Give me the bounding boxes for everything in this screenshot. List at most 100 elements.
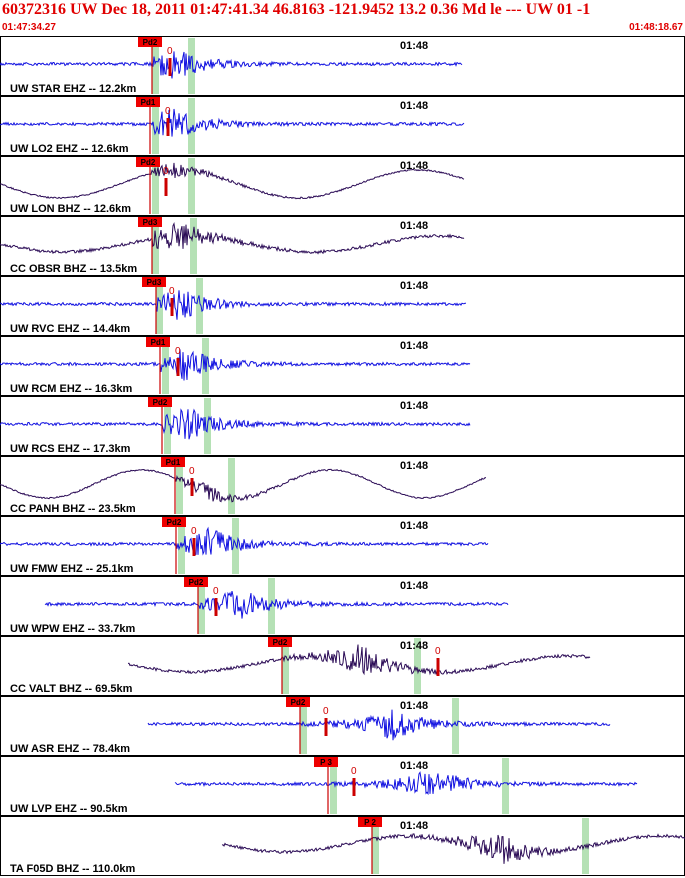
time-tick-label: 01:48 [400,220,428,232]
time-tick-label: 01:48 [400,280,428,292]
pick-box [146,337,170,347]
pick-box [136,97,160,107]
s-window-band [228,458,235,514]
p-window-band [300,698,307,754]
amplitude-label: 0 [323,706,329,717]
waveform-trace [0,349,471,381]
waveform-trace [221,833,685,864]
s-window-band [414,638,421,694]
pick-box [358,817,382,827]
waveform-trace [0,162,465,200]
s-window-band [190,218,197,274]
time-tick-label: 01:48 [400,460,428,472]
p-window-band [198,578,205,634]
p-window-band [330,758,337,814]
time-tick-label: 01:48 [400,700,428,712]
time-tick-label: 01:48 [400,160,428,172]
pick-label: Pd3 [147,278,162,287]
pick-label: P 3 [320,758,332,767]
pick-label: Pd2 [141,158,156,167]
s-window-band [188,38,195,94]
p-window-band [176,458,183,514]
pick-label: Pd2 [291,698,306,707]
station-label: UW RVC EHZ -- 14.4km [10,323,130,335]
p-window-band [152,98,159,154]
p-window-band [164,398,171,454]
pick-label: Pd2 [273,638,288,647]
pick-label: Pd2 [189,578,204,587]
pick-box [161,457,185,467]
amplitude-label: 0 [175,346,181,357]
station-label: CC PANH BHZ -- 23.5km [10,503,136,515]
waveform-trace [0,468,487,503]
waveform-trace [0,51,463,79]
station-label: CC OBSR BHZ -- 13.5km [10,263,137,275]
station-label: TA F05D BHZ -- 110.0km [10,863,136,875]
pick-box [136,157,160,167]
seismogram-panels: Pd2 0 01:48 UW STAR EHZ -- 12.2km Pd1 0 01:48 U… [0,36,685,876]
pick-box [314,757,338,767]
time-tick-label: 01:48 [400,640,428,652]
pick-label: Pd1 [166,458,181,467]
station-label: UW LO2 EHZ -- 12.6km [10,143,129,155]
pick-label: Pd3 [143,218,158,227]
record-header: 60372316 UW Dec 18, 2011 01:47:41.34 46.… [0,0,685,36]
time-tick-label: 01:48 [400,760,428,772]
amplitude-label: 0 [189,466,195,477]
pick-label: Pd2 [167,518,182,527]
pick-box [286,697,310,707]
waveform-trace [0,526,489,556]
waveform-trace [0,290,466,320]
time-tick-label: 01:48 [400,340,428,352]
pick-box [138,217,162,227]
station-label: UW LON BHZ -- 12.6km [10,203,131,215]
pick-label: P 2 [364,818,376,827]
amplitude-label: 0 [165,106,171,117]
time-tick-label: 01:48 [400,580,428,592]
waveform-trace [174,771,638,796]
p-window-band [152,218,159,274]
time-tick-label: 01:48 [400,400,428,412]
amplitude-label: 0 [169,286,175,297]
s-window-band [188,158,195,214]
amplitude-label: 0 [213,586,219,597]
time-tick-label: 01:48 [400,520,428,532]
pick-box [138,37,162,47]
station-label: UW STAR EHZ -- 12.2km [10,83,137,95]
time-tick-label: 01:48 [400,820,428,832]
station-label: UW RCM EHZ -- 16.3km [10,383,132,395]
waveform-trace [0,108,465,137]
p-window-band [152,158,159,214]
time-tick-label: 01:48 [400,100,428,112]
amplitude-label: 0 [351,766,357,777]
s-window-band [232,518,239,574]
waveform-trace [127,644,591,676]
waveform-trace [147,709,611,741]
station-label: UW FMW EHZ -- 25.1km [10,563,134,575]
station-label: UW RCS EHZ -- 17.3km [10,443,131,455]
window-start-time: 01:47:34.27 [2,22,56,33]
amplitude-label: 0 [435,646,441,657]
s-window-band [196,278,203,334]
pick-label: Pd1 [151,338,166,347]
event-title: 60372316 UW Dec 18, 2011 01:47:41.34 46.… [2,1,591,18]
p-window-band [372,818,379,874]
pick-label: Pd2 [143,38,158,47]
p-window-band [152,38,159,94]
pick-label: Pd2 [153,398,168,407]
station-label: UW LVP EHZ -- 90.5km [10,803,128,815]
s-window-band [188,98,195,154]
station-label: CC VALT BHZ -- 69.5km [10,683,133,695]
s-window-band [502,758,509,814]
amplitude-label: 0 [163,166,169,177]
pick-box [268,637,292,647]
pick-box [162,517,186,527]
time-tick-label: 01:48 [400,40,428,52]
window-end-time: 01:48:18.67 [629,22,683,33]
amplitude-label: 0 [191,526,197,537]
amplitude-label: 0 [167,46,173,57]
station-label: UW ASR EHZ -- 78.4km [10,743,130,755]
pick-box [148,397,172,407]
waveform-trace [44,590,509,619]
pick-box [184,577,208,587]
